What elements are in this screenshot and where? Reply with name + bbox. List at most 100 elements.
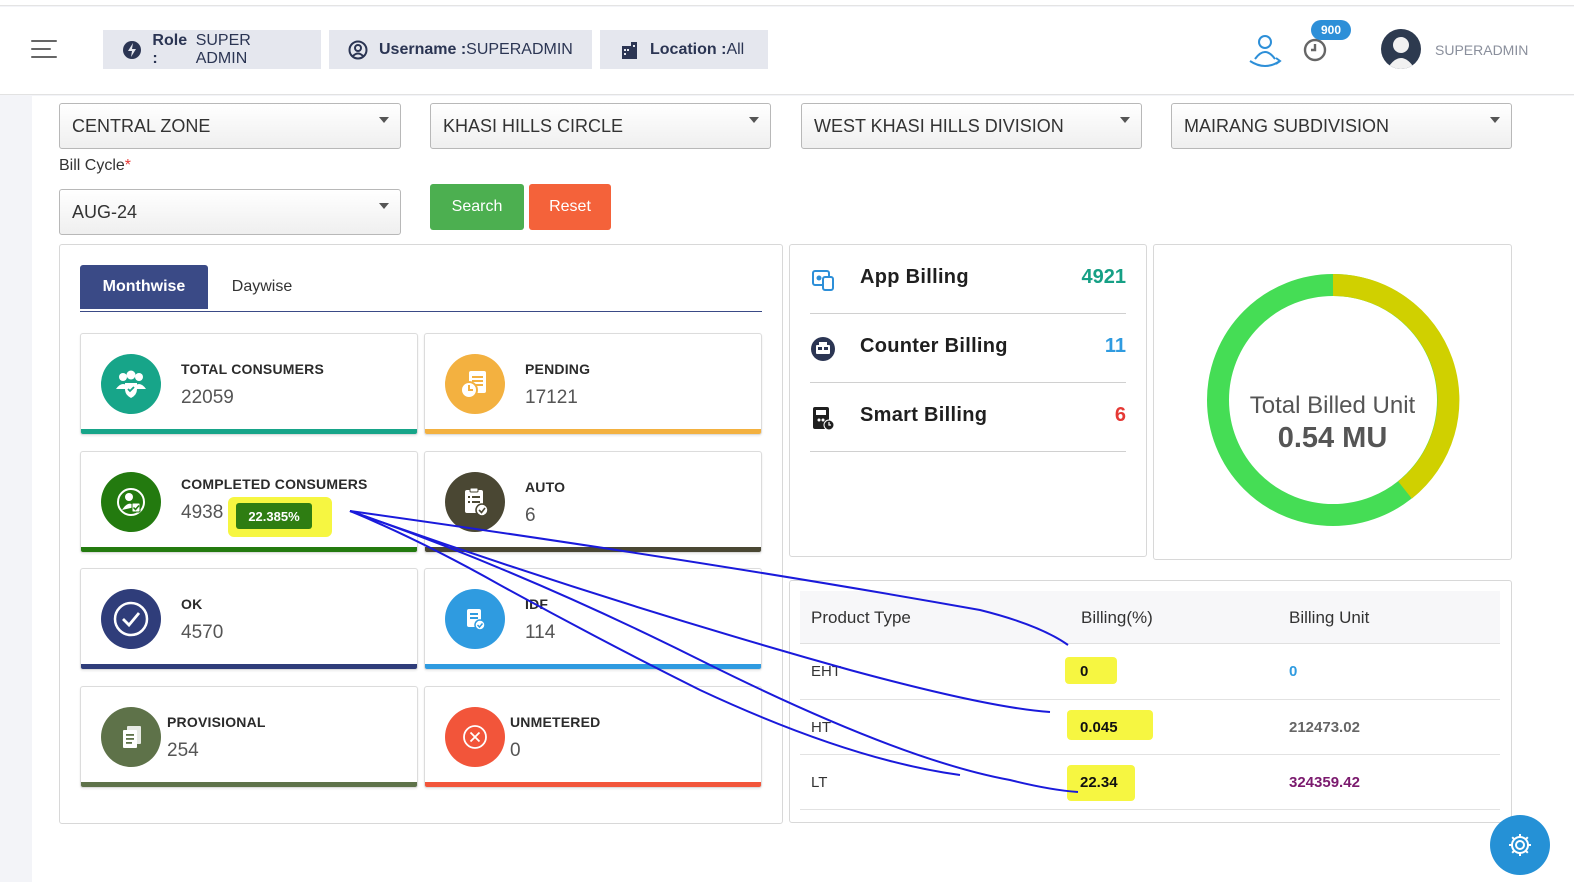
column-header: Product Type [811, 608, 911, 627]
card-value: 4938 [181, 502, 224, 523]
card-title: OK [181, 596, 203, 612]
settings-fab[interactable] [1490, 815, 1550, 875]
subdivision-select-value: MAIRANG SUBDIVISION [1184, 115, 1390, 136]
mobile-app-icon [810, 267, 836, 293]
billing-pct-cell: 0 [1080, 663, 1089, 680]
card-bar [425, 547, 761, 552]
unmetered-card[interactable]: UNMETERED 0 [424, 686, 762, 788]
donut-value: 0.54 MU [1277, 422, 1388, 454]
avatar[interactable] [1381, 29, 1421, 69]
card-bar [81, 429, 417, 434]
card-value: 6 [525, 505, 536, 526]
header-username[interactable]: SUPERADMIN [1435, 42, 1529, 58]
card-value: 0 [510, 740, 521, 761]
ok-card[interactable]: OK 4570 [80, 568, 418, 670]
role-label: Role : [152, 31, 188, 67]
card-value: 22059 [181, 387, 234, 408]
card-bar [81, 547, 417, 552]
completed-percent-badge: 22.385% [236, 503, 312, 529]
billing-label: App Billing [860, 266, 969, 288]
card-value: 4570 [181, 622, 224, 643]
username-value: SUPERADMIN [466, 40, 573, 58]
zone-select[interactable]: CENTRAL ZONE [59, 103, 401, 149]
smart-billing-row[interactable]: Smart Billing 6 [810, 384, 1126, 452]
card-title: UNMETERED [510, 714, 601, 730]
billing-unit-cell: 212473.02 [1289, 719, 1360, 736]
table-row [800, 700, 1500, 755]
bill-cycle-label: Bill Cycle* [59, 157, 132, 174]
product-type-cell: HT [811, 719, 831, 736]
menu-toggle-icon[interactable] [31, 40, 57, 58]
billing-mode-panel [789, 244, 1147, 557]
chevron-down-icon [1490, 117, 1500, 123]
clipboard-check-icon [445, 472, 505, 532]
billing-value: 4921 [1081, 266, 1127, 288]
username-label: Username : [379, 40, 467, 58]
card-bar [81, 664, 417, 669]
user-check-icon [101, 472, 161, 532]
clock-icon[interactable] [1302, 37, 1328, 68]
billing-pct-cell: 22.34 [1080, 774, 1118, 791]
user-sync-icon[interactable] [1246, 31, 1284, 76]
top-strip [0, 0, 1574, 6]
circle-select[interactable]: KHASI HILLS CIRCLE [430, 103, 771, 149]
billing-value: 6 [1114, 404, 1126, 426]
pending-card[interactable]: PENDING 17121 [424, 333, 762, 435]
subdivision-select[interactable]: MAIRANG SUBDIVISION [1171, 103, 1512, 149]
card-value: 254 [167, 740, 199, 761]
card-title: TOTAL CONSUMERS [181, 361, 325, 377]
user-circle-icon [347, 39, 369, 61]
users-shield-icon [101, 354, 161, 414]
billed-unit-donut [1207, 273, 1460, 526]
chevron-down-icon [1120, 117, 1130, 123]
app-billing-row[interactable]: App Billing 4921 [810, 246, 1126, 314]
card-value: 17121 [525, 387, 578, 408]
table-row [800, 645, 1500, 700]
card-title: COMPLETED CONSUMERS [181, 476, 368, 492]
chevron-down-icon [749, 117, 759, 123]
card-value: 114 [525, 622, 556, 643]
notification-badge[interactable]: 900 [1311, 20, 1351, 40]
billing-label: Smart Billing [860, 404, 988, 426]
counter-icon [810, 336, 836, 362]
required-marker: * [124, 157, 132, 174]
billing-label: Counter Billing [860, 335, 1008, 357]
zone-select-value: CENTRAL ZONE [72, 115, 211, 136]
bill-cycle-select[interactable]: AUG-24 [59, 189, 401, 235]
column-header: Billing(%) [1081, 608, 1153, 627]
document-clock-icon [445, 354, 505, 414]
card-bar [425, 429, 761, 434]
tab-monthwise[interactable]: Monthwise [80, 265, 208, 309]
close-circle-icon [445, 707, 505, 767]
idf-card[interactable]: IDF 114 [424, 568, 762, 670]
counter-billing-row[interactable]: Counter Billing 11 [810, 315, 1126, 383]
circle-select-value: KHASI HILLS CIRCLE [443, 115, 624, 136]
documents-icon [101, 707, 161, 767]
location-chip: Location : All [600, 30, 768, 69]
bill-cycle-value: AUG-24 [72, 201, 138, 222]
check-circle-icon [101, 589, 161, 649]
card-bar [425, 782, 761, 787]
provisional-card[interactable]: PROVISIONAL 254 [80, 686, 418, 788]
card-title: AUTO [525, 479, 566, 495]
highlight-mark [1067, 710, 1153, 740]
billing-unit-cell: 0 [1289, 663, 1298, 680]
gear-icon [1509, 834, 1531, 856]
chevron-down-icon [379, 203, 389, 209]
card-bar [81, 782, 417, 787]
donut-segment [1332, 273, 1460, 499]
reset-button[interactable]: Reset [529, 184, 611, 230]
location-label: Location : [650, 40, 727, 58]
total-consumers-card[interactable]: TOTAL CONSUMERS 22059 [80, 333, 418, 435]
column-header: Billing Unit [1289, 608, 1370, 627]
role-value: SUPER ADMIN [195, 31, 251, 67]
search-button[interactable]: Search [430, 184, 524, 230]
tab-daywise[interactable]: Daywise [231, 278, 293, 295]
division-select[interactable]: WEST KHASI HILLS DIVISION [801, 103, 1142, 149]
auto-card[interactable]: AUTO 6 [424, 451, 762, 553]
donut-label: Total Billed Unit [1249, 392, 1416, 419]
card-title: PENDING [525, 361, 591, 377]
billing-pct-cell: 0.045 [1080, 719, 1118, 736]
product-type-cell: EHT [811, 663, 841, 680]
smart-meter-icon [810, 405, 836, 431]
